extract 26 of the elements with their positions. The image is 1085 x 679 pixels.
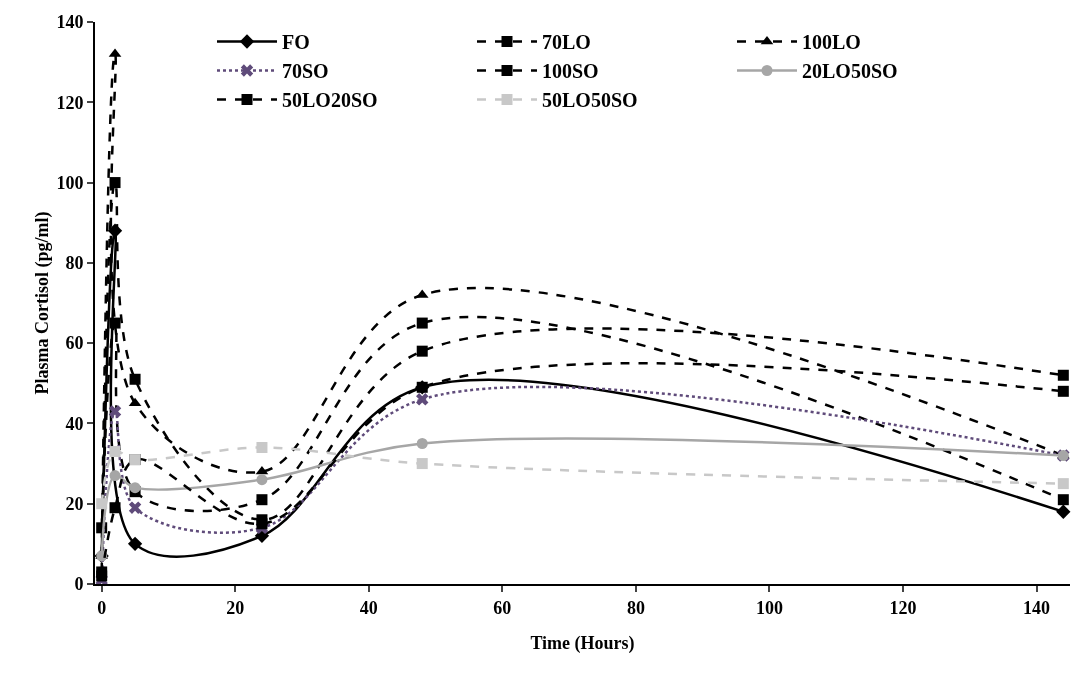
y-tick-label: 120	[56, 92, 84, 113]
y-tick-label: 80	[65, 253, 84, 274]
legend-label: 70LO	[542, 31, 591, 54]
x-tick-label: 120	[889, 597, 917, 618]
x-axis-title: Time (Hours)	[530, 633, 635, 654]
legend-label: 100LO	[802, 31, 861, 54]
x-tick-label: 100	[755, 597, 783, 618]
y-tick-label: 100	[56, 172, 84, 193]
legend-label: 50LO50SO	[542, 89, 638, 112]
x-tick-label: 140	[1023, 597, 1051, 618]
legend-label: 20LO50SO	[802, 60, 898, 83]
y-tick-label: 20	[65, 494, 84, 515]
x-tick-label: 0	[97, 597, 107, 618]
legend-label: 50LO20SO	[282, 89, 378, 112]
legend-label: 100SO	[542, 60, 599, 83]
x-tick-label: 60	[493, 597, 512, 618]
y-tick-label: 140	[56, 12, 84, 33]
y-tick-label: 40	[65, 413, 84, 434]
y-tick-label: 0	[74, 574, 84, 595]
x-tick-label: 80	[626, 597, 645, 618]
y-tick-label: 60	[65, 333, 84, 354]
x-tick-label: 20	[226, 597, 245, 618]
legend-label: FO	[282, 31, 310, 54]
y-axis-title: Plasma Cortisol (pg/ml)	[32, 211, 53, 395]
x-tick-label: 40	[359, 597, 378, 618]
legend-label: 70SO	[282, 60, 329, 83]
